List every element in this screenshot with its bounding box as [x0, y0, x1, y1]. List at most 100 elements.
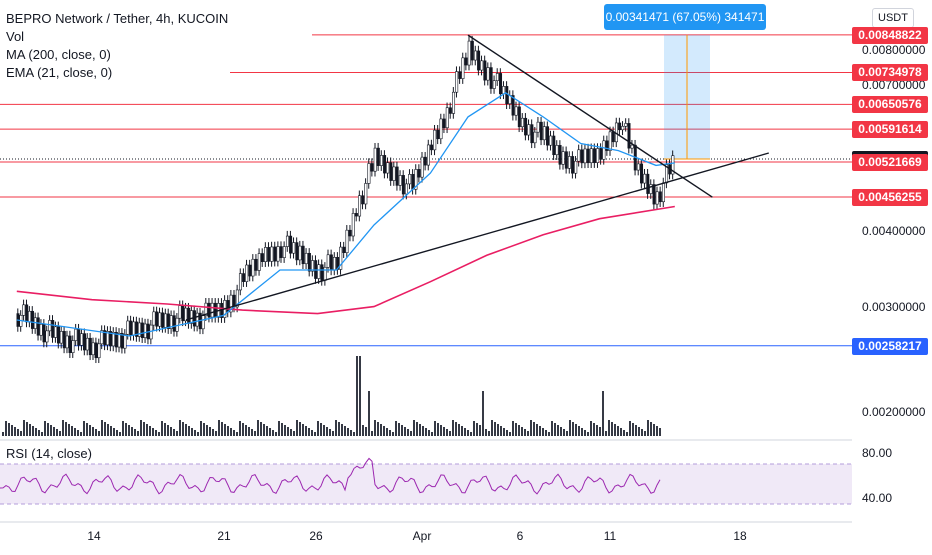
volume-bar [323, 425, 325, 436]
volume-bar [8, 423, 10, 436]
volume-bar [50, 425, 52, 436]
volume-bar [101, 420, 103, 436]
volume-bar [368, 391, 370, 436]
candle [348, 229, 352, 237]
volume-bar [158, 432, 160, 436]
candle [517, 106, 521, 128]
candle [242, 273, 246, 282]
candle [426, 144, 430, 166]
volume-bar [296, 420, 298, 436]
volume-bar [491, 420, 493, 436]
volume-bar [341, 424, 343, 436]
candle [354, 213, 358, 217]
candle [289, 235, 293, 254]
candle [520, 117, 524, 128]
candle [589, 148, 593, 164]
volume-bar [611, 422, 613, 436]
volume-bar [347, 428, 349, 436]
candle [178, 305, 182, 319]
volume-bar [605, 431, 607, 436]
candle [204, 302, 208, 316]
measure-label: 0.00341471 (67.05%) 341471 [604, 4, 766, 30]
volume-bar [392, 432, 394, 436]
ma-legend: MA (200, close, 0) [6, 47, 111, 62]
volume-bar [44, 421, 46, 436]
candle [172, 315, 176, 332]
candle [83, 333, 87, 351]
volume-bar [59, 431, 61, 436]
candle [593, 148, 597, 163]
candle [586, 148, 590, 164]
volume-bar [398, 423, 400, 436]
volume-bar [626, 432, 628, 436]
candle [22, 304, 26, 316]
candle [254, 258, 258, 271]
candle [126, 320, 130, 335]
rsi-axis-label: 80.00 [862, 446, 893, 460]
candle [596, 148, 600, 163]
volume-bar [575, 424, 577, 436]
volume-bar [17, 429, 19, 436]
candle [398, 175, 402, 186]
candle [120, 332, 124, 349]
volume-bar [197, 432, 199, 436]
volume-bar [407, 429, 409, 436]
volume-bar [56, 429, 58, 436]
volume-bar [548, 432, 550, 436]
candle [358, 195, 362, 217]
volume-bar [581, 428, 583, 436]
currency-badge[interactable]: USDT [872, 8, 914, 28]
volume-bar [326, 427, 328, 436]
volume-bar [314, 432, 316, 436]
volume-bar [371, 431, 373, 436]
volume-bar [167, 425, 169, 436]
candle [671, 155, 675, 175]
volume-bar [155, 430, 157, 436]
volume-bar [590, 421, 592, 436]
candle [97, 343, 101, 359]
volume-bar [302, 424, 304, 436]
volume-bar [587, 432, 589, 436]
volume-bar [332, 431, 334, 436]
volume-bar [230, 428, 232, 436]
volume-bar [38, 430, 40, 436]
candle [304, 252, 308, 265]
volume-bar [410, 431, 412, 436]
candle [109, 331, 113, 347]
candle [583, 148, 587, 164]
volume-bar [251, 429, 253, 436]
candle [51, 320, 55, 338]
candle [106, 331, 110, 346]
volume-bar [554, 423, 556, 436]
volume-bar [134, 429, 136, 436]
volume-bar [176, 431, 178, 436]
time-axis-label: 21 [217, 529, 231, 543]
volume-bar [41, 432, 43, 436]
volume-bar [68, 424, 70, 436]
time-axis-label: Apr [412, 529, 432, 543]
volume-bar [164, 423, 166, 436]
volume-bar [566, 431, 568, 436]
volume-bar [89, 425, 91, 436]
candle [135, 321, 139, 337]
volume-bar [512, 421, 514, 436]
volume-bar [266, 426, 268, 436]
volume-bar [425, 428, 427, 436]
price-tag: 0.00734978 [852, 64, 928, 82]
volume-bar [248, 427, 250, 436]
volume-bar [560, 427, 562, 436]
volume-bar [179, 420, 181, 436]
candle [100, 330, 104, 345]
candle [630, 144, 634, 149]
volume-bar [455, 422, 457, 436]
price-axis-label: 0.00700000 [862, 78, 926, 93]
candle [564, 151, 568, 169]
candle [373, 147, 377, 172]
candle [345, 229, 349, 254]
volume-bar [641, 429, 643, 436]
candle [470, 40, 474, 61]
candle [181, 305, 185, 322]
candle [640, 163, 644, 184]
